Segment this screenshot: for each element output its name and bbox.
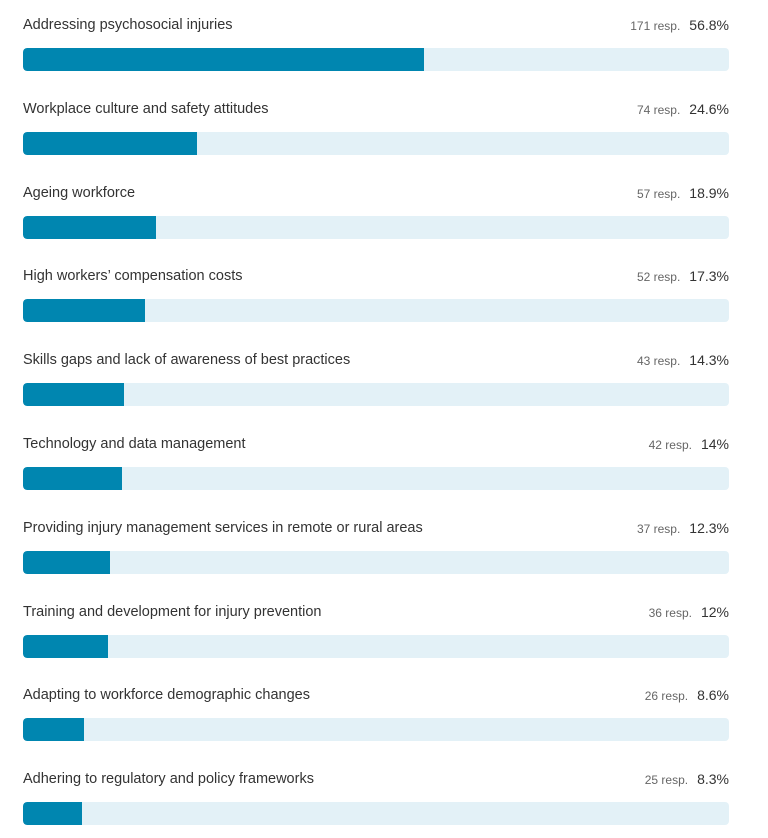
bar-fill xyxy=(23,299,145,323)
bar-track xyxy=(23,802,729,826)
bar-track xyxy=(23,467,729,490)
bar-track xyxy=(23,48,729,71)
response-count: 171 resp. xyxy=(630,19,681,33)
response-percent: 12.3% xyxy=(689,519,729,536)
result-label: Skills gaps and lack of awareness of bes… xyxy=(23,352,351,369)
bar-track xyxy=(23,215,729,239)
response-percent: 14.3% xyxy=(689,352,729,369)
response-percent: 8.6% xyxy=(697,687,729,704)
response-percent: 12% xyxy=(700,603,729,620)
response-count: 57 resp. xyxy=(636,186,681,201)
result-label: Adhering to regulatory and policy framew… xyxy=(23,771,314,788)
result-row: Training and development for injury prev… xyxy=(23,598,729,658)
result-label: Ageing workforce xyxy=(23,184,136,201)
result-meta: 26 resp. 8.6% xyxy=(645,686,729,705)
response-count: 52 resp. xyxy=(636,270,681,285)
result-row: Ageing workforce 57 resp. 18.9% xyxy=(23,179,729,239)
bar-fill xyxy=(23,383,124,407)
response-count: 42 resp. xyxy=(648,438,692,452)
bar-fill xyxy=(23,634,108,658)
result-meta: 43 resp. 14.3% xyxy=(637,351,729,370)
result-row: Addressing psychosocial injuries 171 resp… xyxy=(23,11,729,71)
result-label: High workers’ compensation costs xyxy=(23,268,243,285)
bar-track xyxy=(23,131,729,155)
bar-fill xyxy=(23,718,84,742)
result-meta: 36 resp. 12% xyxy=(649,603,729,622)
response-count: 37 resp. xyxy=(636,521,681,536)
result-meta: 74 resp. 24.6% xyxy=(637,100,729,119)
result-meta: 25 resp. 8.3% xyxy=(645,770,729,789)
result-meta: 57 resp. 18.9% xyxy=(637,184,729,203)
result-meta: 52 resp. 17.3% xyxy=(637,267,729,286)
result-row: Adapting to workforce demographic change… xyxy=(23,681,729,742)
result-meta: 171 resp. 56.8% xyxy=(630,16,729,35)
bar-track xyxy=(23,383,729,407)
result-label: Technology and data management xyxy=(23,436,246,452)
response-percent: 56.8% xyxy=(689,17,729,33)
bar-track xyxy=(23,299,729,323)
result-label: Training and development for injury prev… xyxy=(23,603,322,620)
result-meta: 42 resp. 14% xyxy=(649,435,729,454)
response-percent: 14% xyxy=(700,436,729,452)
response-percent: 24.6% xyxy=(689,100,729,117)
bar-fill xyxy=(23,131,197,155)
response-percent: 18.9% xyxy=(689,184,729,201)
response-count: 25 resp. xyxy=(644,773,689,788)
bar-fill xyxy=(23,550,110,574)
response-percent: 17.3% xyxy=(689,268,729,285)
result-label: Addressing psychosocial injuries xyxy=(23,17,233,33)
result-label: Workplace culture and safety attitudes xyxy=(23,100,269,117)
bar-track xyxy=(23,550,729,574)
result-row: Skills gaps and lack of awareness of bes… xyxy=(23,346,729,407)
bar-track xyxy=(23,718,729,742)
bar-fill xyxy=(23,48,424,71)
response-count: 43 resp. xyxy=(636,354,681,369)
response-count: 26 resp. xyxy=(644,689,689,704)
result-row: Technology and data management 42 resp. 14… xyxy=(23,430,729,490)
result-row: Adhering to regulatory and policy framew… xyxy=(23,765,729,826)
result-meta: 37 resp. 12.3% xyxy=(637,519,729,538)
result-row: Providing injury management services in … xyxy=(23,514,729,574)
bar-fill xyxy=(23,215,156,239)
bar-fill xyxy=(23,802,82,826)
response-percent: 8.3% xyxy=(697,771,729,788)
result-label: Adapting to workforce demographic change… xyxy=(23,687,310,704)
result-label: Providing injury management services in … xyxy=(23,519,423,536)
bar-fill xyxy=(23,467,122,490)
response-count: 74 resp. xyxy=(636,102,681,117)
result-row: High workers’ compensation costs 52 resp.… xyxy=(23,262,729,323)
bar-track xyxy=(23,634,729,658)
response-count: 36 resp. xyxy=(648,605,692,620)
result-row: Workplace culture and safety attitudes 74… xyxy=(23,95,729,155)
